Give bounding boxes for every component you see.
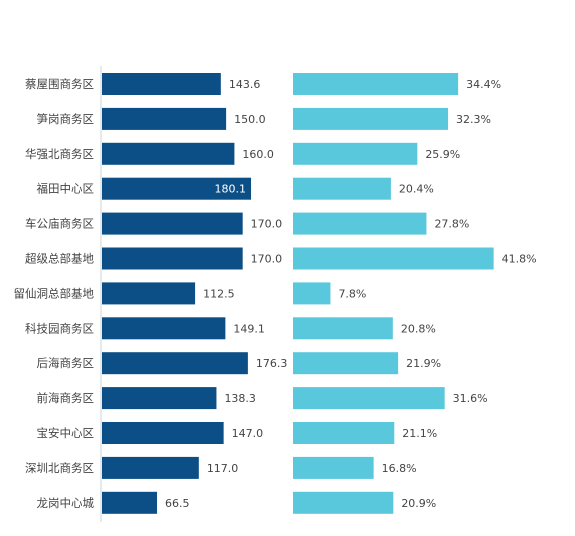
right-bar bbox=[293, 491, 394, 514]
category-label: 蔡屋围商务区 bbox=[25, 77, 94, 91]
left-value-label: 150.0 bbox=[234, 113, 266, 126]
left-bar bbox=[102, 142, 235, 165]
category-label: 深圳北商务区 bbox=[25, 461, 94, 475]
category-labels: 蔡屋围商务区笋岗商务区华强北商务区福田中心区车公庙商务区超级总部基地留仙洞总部基… bbox=[14, 77, 95, 510]
category-label: 车公庙商务区 bbox=[25, 217, 94, 231]
left-bar bbox=[102, 491, 158, 514]
right-bar bbox=[293, 107, 449, 130]
left-value-label: 170.0 bbox=[251, 218, 282, 231]
left-bar bbox=[102, 247, 243, 270]
right-value-label: 32.3% bbox=[456, 113, 491, 126]
left-bar bbox=[102, 73, 221, 95]
right-bar bbox=[293, 352, 399, 375]
left-value-label: 160.0 bbox=[242, 148, 274, 161]
category-label: 华强北商务区 bbox=[25, 147, 94, 161]
left-value-label: 138.3 bbox=[224, 392, 256, 405]
left-value-label: 117.0 bbox=[207, 462, 239, 475]
left-bar bbox=[102, 422, 224, 444]
left-value-label: 143.6 bbox=[229, 78, 260, 91]
right-value-label: 20.4% bbox=[399, 183, 434, 196]
left-value-label: 66.5 bbox=[165, 497, 190, 510]
category-label: 龙岗中心城 bbox=[37, 496, 95, 510]
category-label: 前海商务区 bbox=[37, 391, 95, 405]
right-value-label: 20.8% bbox=[401, 322, 436, 335]
category-label: 超级总部基地 bbox=[25, 252, 94, 266]
left-bar bbox=[102, 456, 199, 479]
category-label: 后海商务区 bbox=[37, 356, 95, 370]
right-bar bbox=[293, 177, 391, 200]
right-bar bbox=[293, 212, 427, 235]
right-value-label: 21.9% bbox=[406, 357, 441, 370]
right-value-label: 7.8% bbox=[338, 287, 366, 300]
right-value-label: 41.8% bbox=[502, 253, 537, 266]
category-label: 宝安中心区 bbox=[37, 426, 95, 440]
right-bar bbox=[293, 422, 395, 444]
left-value-label: 180.1 bbox=[215, 183, 247, 196]
left-series: 143.6 150.0 160.0 180.1 170.0 170.0 112.5 149.1… bbox=[102, 73, 287, 514]
left-bar bbox=[102, 177, 252, 200]
right-value-label: 16.8% bbox=[382, 462, 417, 475]
right-value-label: 27.8% bbox=[434, 218, 469, 231]
left-bar bbox=[102, 387, 217, 410]
right-series: 34.4% 32.3% 25.9% 20.4% 27.8% 41.8% 7.8% 20.8% 2… bbox=[293, 73, 537, 514]
left-value-label: 170.0 bbox=[251, 253, 282, 266]
left-bar bbox=[102, 282, 196, 305]
category-label: 科技园商务区 bbox=[25, 321, 94, 335]
right-value-label: 20.9% bbox=[401, 497, 436, 510]
right-bar bbox=[293, 142, 418, 165]
right-bar bbox=[293, 247, 494, 270]
left-bar bbox=[102, 352, 248, 375]
right-bar bbox=[293, 73, 459, 95]
right-bar bbox=[293, 456, 374, 479]
category-label: 福田中心区 bbox=[37, 182, 95, 196]
left-bar bbox=[102, 107, 227, 130]
left-value-label: 147.0 bbox=[232, 427, 264, 440]
left-value-label: 112.5 bbox=[203, 287, 235, 300]
left-bar bbox=[102, 212, 243, 235]
right-value-label: 21.1% bbox=[402, 427, 437, 440]
right-bar bbox=[293, 282, 331, 305]
right-bar bbox=[293, 387, 445, 410]
right-value-label: 31.6% bbox=[453, 392, 488, 405]
category-label: 笋岗商务区 bbox=[37, 112, 95, 126]
right-value-label: 25.9% bbox=[425, 148, 460, 161]
category-label: 留仙洞总部基地 bbox=[14, 286, 95, 300]
right-bar bbox=[293, 317, 393, 340]
left-value-label: 149.1 bbox=[233, 322, 265, 335]
left-value-label: 176.3 bbox=[256, 357, 288, 370]
right-value-label: 34.4% bbox=[466, 78, 501, 91]
left-bar bbox=[102, 317, 226, 340]
